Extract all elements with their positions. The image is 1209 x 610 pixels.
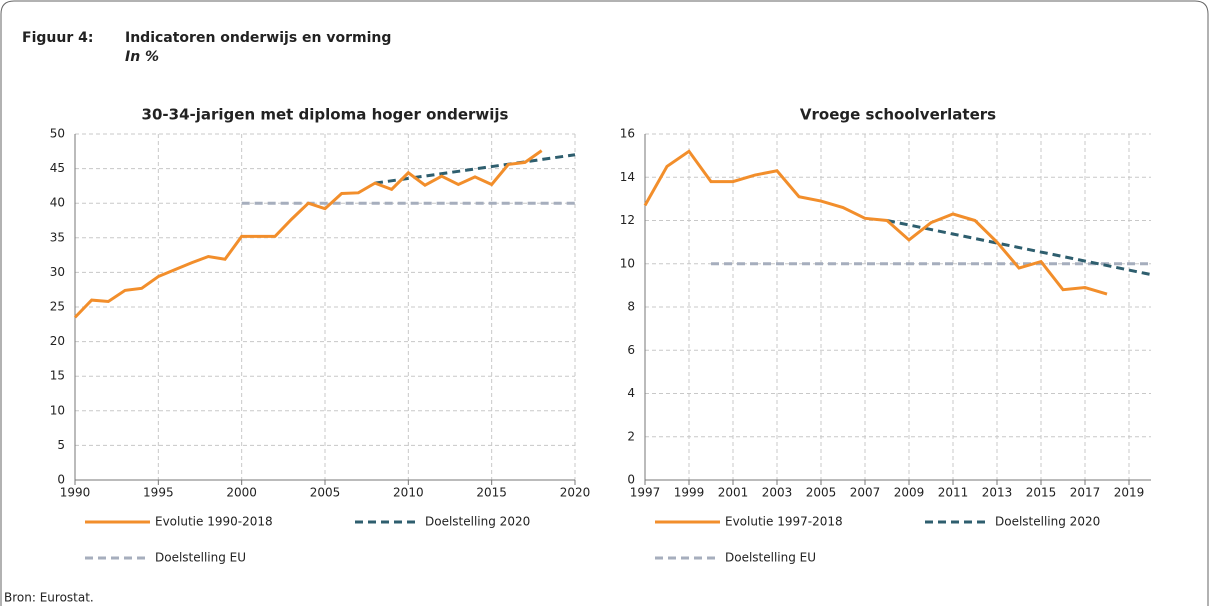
y-tick-label: 16	[620, 127, 635, 141]
y-tick-label: 0	[627, 473, 635, 487]
x-tick-label: 2003	[762, 486, 793, 500]
y-tick-label: 50	[50, 127, 65, 141]
x-tick-label: 1995	[143, 486, 174, 500]
series-line	[374, 153, 576, 185]
x-tick-label: 2000	[226, 486, 257, 500]
y-tick-label: 10	[620, 256, 635, 270]
x-tick-label: 2015	[1026, 486, 1057, 500]
y-tick-label: 8	[627, 300, 635, 314]
y-tick-label: 30	[50, 265, 65, 279]
source: Bron: Eurostat.	[4, 591, 94, 605]
y-tick-label: 45	[50, 161, 65, 175]
chart-title: Vroege schoolverlaters	[800, 106, 996, 124]
legend-label: Doelstelling 2020	[995, 515, 1100, 529]
y-tick-label: 6	[627, 343, 635, 357]
legend-label: Doelstelling EU	[725, 551, 816, 565]
figure-subtitle: In %	[125, 49, 159, 65]
y-tick-label: 40	[50, 196, 65, 210]
y-tick-label: 15	[50, 369, 65, 383]
series-line	[886, 219, 1152, 277]
y-tick-label: 5	[57, 438, 65, 452]
legend-label: Doelstelling EU	[155, 551, 246, 565]
figure-label: Figuur 4:	[22, 30, 93, 46]
y-tick-label: 10	[50, 403, 65, 417]
x-tick-label: 1990	[60, 486, 91, 500]
x-tick-label: 2020	[560, 486, 591, 500]
legend-label: Evolutie 1997-2018	[725, 515, 843, 529]
y-tick-label: 25	[50, 300, 65, 314]
x-tick-label: 2005	[310, 486, 341, 500]
x-tick-label: 1999	[674, 486, 705, 500]
y-tick-label: 0	[57, 473, 65, 487]
series-line	[643, 149, 1108, 296]
series-line	[73, 149, 543, 319]
x-tick-label: 1997	[630, 486, 661, 500]
x-tick-label: 2015	[476, 486, 507, 500]
x-tick-label: 2009	[894, 486, 925, 500]
figure-title: Indicatoren onderwijs en vorming	[125, 30, 391, 46]
legend-label: Doelstelling 2020	[425, 515, 530, 529]
y-tick-label: 14	[620, 170, 635, 184]
x-tick-label: 2005	[806, 486, 837, 500]
x-tick-label: 2017	[1070, 486, 1101, 500]
x-tick-label: 2010	[393, 486, 424, 500]
x-tick-label: 2011	[938, 486, 969, 500]
y-tick-label: 4	[627, 386, 635, 400]
x-tick-label: 2013	[982, 486, 1013, 500]
chart-title: 30-34-jarigen met diploma hoger onderwij…	[142, 106, 509, 124]
x-tick-label: 2007	[850, 486, 881, 500]
y-tick-label: 12	[620, 213, 635, 227]
x-tick-label: 2001	[718, 486, 749, 500]
y-tick-label: 20	[50, 334, 65, 348]
legend-label: Evolutie 1990-2018	[155, 515, 273, 529]
x-tick-label: 2019	[1114, 486, 1145, 500]
y-tick-label: 35	[50, 230, 65, 244]
y-tick-label: 2	[627, 429, 635, 443]
